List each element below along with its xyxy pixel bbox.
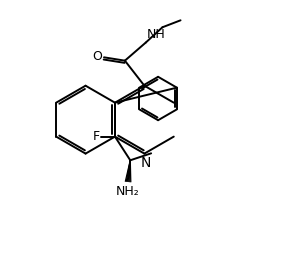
Text: NH: NH — [146, 28, 165, 41]
Text: N: N — [141, 156, 151, 169]
Text: F: F — [92, 130, 100, 143]
Text: O: O — [92, 50, 102, 63]
Text: NH₂: NH₂ — [116, 185, 140, 198]
